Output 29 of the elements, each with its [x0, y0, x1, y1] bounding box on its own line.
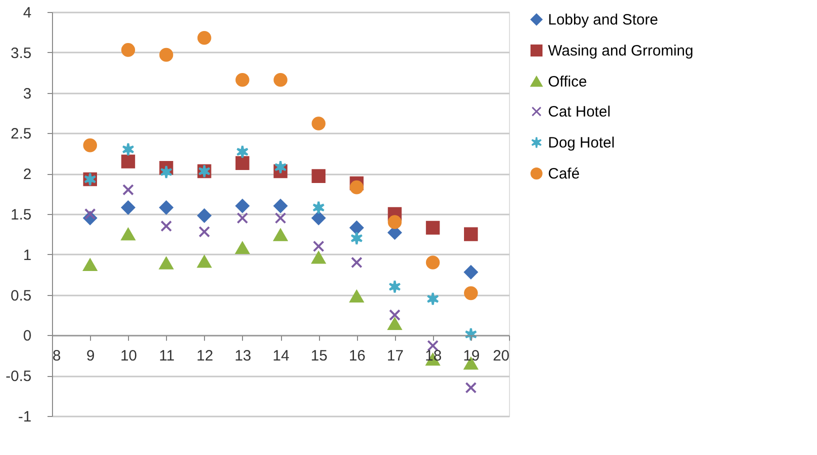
y-tick-label: 1: [23, 246, 32, 264]
x-tick-label: 14: [272, 348, 290, 365]
x-tick-label: 10: [120, 348, 138, 365]
y-tick-label: 3.5: [10, 44, 32, 62]
y-tick-label: 1.5: [10, 206, 32, 224]
legend-label: Lobby and Store: [548, 12, 658, 28]
y-tick-label: 4: [23, 4, 32, 22]
x-tick-label: 16: [348, 348, 366, 365]
legend-label: Wasing and Grroming: [548, 42, 694, 60]
y-tick-label: 0.5: [10, 287, 32, 304]
x-tick-label: 8: [52, 348, 61, 365]
y-tick-label: 3: [23, 85, 32, 102]
y-tick-label: -1: [18, 408, 32, 426]
y-tick-label: 0: [23, 328, 32, 345]
y-tick-label: 2: [23, 166, 32, 184]
x-tick-label: 12: [196, 348, 214, 365]
y-tick-label: 2.5: [10, 126, 32, 143]
legend-label: Café: [548, 166, 580, 182]
x-tick-label: 20: [492, 348, 510, 365]
legend-label: Dog Hotel: [548, 134, 615, 152]
x-tick-label: 9: [86, 348, 95, 365]
legend-label: Cat Hotel: [548, 104, 611, 120]
x-tick-label: 15: [310, 348, 328, 365]
x-tick-label: 17: [386, 348, 404, 365]
x-tick-label: 11: [158, 348, 175, 365]
x-tick-label: 13: [234, 348, 252, 365]
y-tick-label: -0.5: [6, 368, 32, 386]
legend-label: Office: [548, 74, 587, 90]
x-tick-label: 19: [463, 348, 480, 365]
